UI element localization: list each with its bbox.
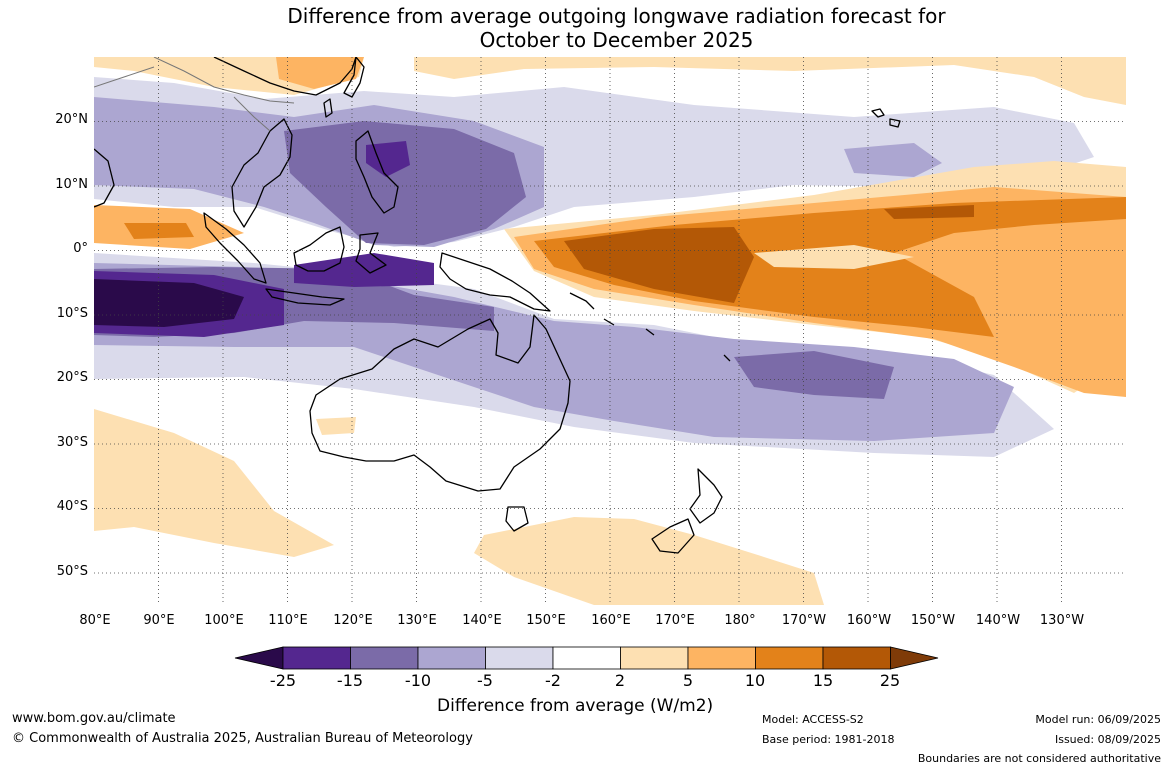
coastline-pacific-islands [569, 292, 731, 362]
colorbar-segment-5-to-10 [687, 646, 756, 670]
coastline-sumatra [203, 212, 267, 284]
colorbar [234, 646, 939, 670]
lon-label-80e: 80°E [79, 613, 111, 628]
lon-label-140e: 140°E [462, 613, 502, 628]
lon-label-160w: 160°W [846, 613, 892, 628]
coastline-borneo [293, 226, 345, 272]
colorbar-segment-below-minus-25 [234, 646, 284, 670]
lat-label-20n: 20°N [55, 112, 88, 127]
anomaly-region-dateline-south-light-orange [754, 245, 914, 269]
coastline-tasmania [505, 506, 529, 532]
colorbar-segment-minus-10-to-minus-5 [417, 646, 486, 670]
title-line-1: Difference from average outgoing longwav… [287, 4, 946, 28]
anomaly-region-equatorial-brown-east [884, 205, 974, 219]
lon-label-120e: 120°E [333, 613, 373, 628]
anomaly-region-south-indian-light-orange [94, 409, 334, 557]
coastline-australia [309, 314, 571, 492]
model-name: Model: ACCESS-S2 [762, 713, 864, 726]
coastline-sulawesi [355, 232, 387, 274]
issued-date: Issued: 08/09/2025 [1054, 733, 1161, 746]
colorbar-tick-minus-25: -25 [269, 671, 297, 690]
model-run-date: Model run: 06/09/2025 [1035, 713, 1161, 726]
lon-label-110e: 110°E [268, 613, 308, 628]
map-title: Difference from average outgoing longwav… [0, 4, 1173, 52]
colorbar-segment-10-to-15 [755, 646, 824, 670]
lon-label-130e: 130°E [397, 613, 437, 628]
anomaly-region-northeast-light-orange [414, 57, 1126, 105]
anomaly-region-philippines-dark [366, 141, 410, 177]
anomaly-region-westpac-lavender [844, 143, 942, 177]
boundaries-disclaimer: Boundaries are not considered authoritat… [917, 752, 1161, 765]
colorbar-segment-minus-25-to-minus-15 [282, 646, 351, 670]
colorbar-segment-minus-5-to-minus-2 [485, 646, 554, 670]
coastline-india [94, 148, 115, 208]
lon-label-130w: 130°W [1039, 613, 1085, 628]
colorbar-segment-above-25 [890, 646, 939, 670]
lon-label-180: 180° [724, 613, 756, 628]
lon-label-170e: 170°E [655, 613, 695, 628]
colorbar-tick-minus-2: -2 [545, 671, 561, 690]
colorbar-tick-minus-15: -15 [336, 671, 364, 690]
coastline-china [213, 57, 357, 96]
lat-label-10s: 10°S [56, 306, 88, 321]
coastline-nz-south [651, 518, 695, 554]
lon-label-150w: 150°W [910, 613, 956, 628]
colorbar-segment-15-to-25 [822, 646, 891, 670]
lon-label-90e: 90°E [143, 613, 175, 628]
coastline-java [265, 288, 345, 306]
coastline-philippines [355, 130, 399, 214]
gridlines [94, 57, 1126, 605]
anomaly-region-indian-ocean-dark-orange [124, 223, 194, 239]
lon-label-170w: 170°W [781, 613, 827, 628]
colorbar-segment-minus-2-to-2 [552, 646, 621, 670]
anomaly-region-equatorial-brown [564, 227, 754, 303]
colorbar-tick-10: 10 [744, 671, 766, 690]
copyright-text: © Commonwealth of Australia 2025, Austra… [12, 731, 473, 746]
colorbar-tick-minus-10: -10 [404, 671, 432, 690]
lon-label-150e: 150°E [526, 613, 566, 628]
colorbar-tick-15: 15 [812, 671, 834, 690]
anomaly-region-south-central-purple [734, 351, 894, 399]
colorbar-tick-25: 25 [879, 671, 901, 690]
anomaly-region-philippines-purple [284, 121, 526, 245]
base-period: Base period: 1981-2018 [762, 733, 895, 746]
country-borders [94, 57, 295, 132]
colorbar-segment-minus-15-to-minus-10 [350, 646, 419, 670]
lat-label-20s: 20°S [56, 370, 88, 385]
anomaly-region-maritime-dark-purple [294, 253, 434, 287]
lat-label-50s: 50°S [56, 564, 88, 579]
title-line-2: October to December 2025 [479, 28, 754, 52]
anomaly-region-southern-ocean-light-orange [474, 517, 824, 605]
lat-label-10n: 10°N [55, 177, 88, 192]
olr-anomaly-map [94, 57, 1126, 605]
lat-label-30s: 30°S [56, 435, 88, 450]
colorbar-segment-2-to-5 [620, 646, 689, 670]
colorbar-tick-5: 5 [682, 671, 694, 690]
coastline-nz-north [689, 468, 723, 524]
coastline-hawaii [871, 108, 901, 128]
lon-label-100e: 100°E [204, 613, 244, 628]
coastline-taiwan [323, 98, 333, 118]
lat-label-40s: 40°S [56, 499, 88, 514]
colorbar-label: Difference from average (W/m2) [437, 696, 714, 716]
coastlines [94, 57, 901, 554]
colorbar-tick-minus-5: -5 [477, 671, 493, 690]
colorbar-tick-2: 2 [614, 671, 626, 690]
lat-label-0: 0° [73, 241, 88, 256]
lon-label-160e: 160°E [591, 613, 631, 628]
lon-label-140w: 140°W [975, 613, 1021, 628]
anomaly-region-australia-light-orange [316, 417, 356, 435]
website-link[interactable]: www.bom.gov.au/climate [12, 711, 176, 726]
map-canvas [94, 57, 1126, 605]
coastline-new-guinea [439, 252, 551, 312]
